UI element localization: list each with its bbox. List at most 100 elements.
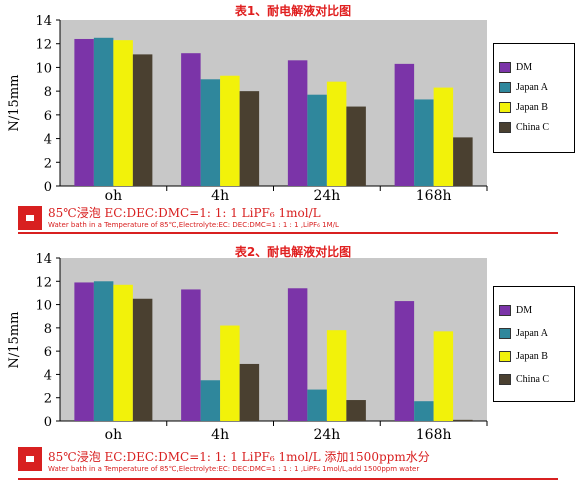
y-tick-label: 8 <box>44 85 52 100</box>
y-tick-label: 14 <box>35 252 52 267</box>
legend-label: DM <box>516 61 533 73</box>
bar-japan-a-4h <box>200 380 221 421</box>
bar-japan-b-24h <box>326 81 347 186</box>
bar-japan-b-oh <box>113 40 133 187</box>
caption-1: 85℃浸泡 EC:DEC:DMC=1: 1: 1 LiPF₆ 1mol/L Wa… <box>12 202 572 238</box>
x-tick-label: 24h <box>313 188 340 202</box>
bar-china-c-168h <box>453 137 473 186</box>
bar-japan-a-4h <box>200 79 221 186</box>
chart-panel-1: 0 2 4 6 8 10 12 14 N/15mm oh 4h 24h 168h 表1、耐电解液对比图 … <box>0 0 586 240</box>
bar-dm-168h <box>394 301 415 421</box>
legend-swatch <box>499 101 511 113</box>
legend-label: China C <box>516 374 550 385</box>
caption-main-1: 85℃浸泡 EC:DEC:DMC=1: 1: 1 LiPF₆ 1mol/L <box>48 206 321 220</box>
bar-dm-24h <box>287 288 308 421</box>
y-tick-label: 6 <box>44 345 52 360</box>
bar-japan-a-168h <box>414 401 434 421</box>
legend-swatch <box>499 328 511 339</box>
legend-2: DM Japan A Japan B China C <box>493 286 575 402</box>
y-tick-label: 0 <box>44 180 52 195</box>
y-tick-label: 12 <box>35 275 52 290</box>
y-tick-label: 4 <box>44 368 52 383</box>
bar-japan-b-168h <box>433 331 454 421</box>
bar-china-c-168h <box>453 419 473 421</box>
x-tick-label: 168h <box>416 188 452 202</box>
y-axis-label: N/15mm <box>7 312 22 369</box>
y-tick-label: 0 <box>44 415 52 430</box>
legend-item: DM <box>499 299 574 322</box>
legend-label: Japan A <box>516 81 548 93</box>
legend-label: Japan A <box>516 328 548 339</box>
legend-swatch <box>499 374 511 385</box>
y-axis-label: N/15mm <box>7 75 22 132</box>
y-tick-label: 14 <box>35 14 52 29</box>
x-tick-label: 4h <box>211 427 229 443</box>
chart-title-2: 表2、耐电解液对比图 <box>234 245 352 259</box>
y-tick-label: 6 <box>44 109 52 124</box>
bar-japan-b-4h <box>220 325 240 421</box>
caption-marker-icon <box>18 447 42 471</box>
bar-china-c-4h <box>239 363 260 421</box>
bar-japan-b-168h <box>433 87 454 186</box>
chart-title-1: 表1、耐电解液对比图 <box>234 4 352 18</box>
legend-item: Japan A <box>499 77 574 97</box>
x-tick-label: oh <box>105 427 122 443</box>
x-tick-label: 24h <box>313 427 340 443</box>
bar-chart-1: 0 2 4 6 8 10 12 14 N/15mm oh 4h 24h 168h <box>7 14 488 202</box>
legend-item: Japan B <box>499 97 574 117</box>
y-tick-label: 10 <box>35 299 52 314</box>
bar-japan-a-oh <box>93 37 114 187</box>
bar-china-c-24h <box>346 106 366 186</box>
legend-label: Japan B <box>516 351 548 362</box>
bar-china-c-24h <box>346 400 366 421</box>
legend-item: Japan A <box>499 322 574 345</box>
legend-swatch <box>499 305 511 316</box>
y-tick-label: 10 <box>35 61 52 76</box>
y-tick-label: 2 <box>44 156 52 171</box>
caption-main-2: 85℃浸泡 EC:DEC:DMC=1: 1: 1 LiPF₆ 1mol/L 添加… <box>48 450 430 464</box>
bar-dm-oh <box>74 38 94 186</box>
bar-dm-24h <box>287 60 308 186</box>
bar-japan-a-168h <box>414 99 434 186</box>
legend-label: DM <box>516 305 533 316</box>
bar-japan-a-24h <box>307 389 327 421</box>
legend-item: Japan B <box>499 345 574 368</box>
bar-china-c-4h <box>239 91 260 186</box>
legend-label: Japan B <box>516 101 548 113</box>
bar-japan-a-oh <box>93 281 114 421</box>
legend-swatch <box>499 121 511 133</box>
legend-swatch <box>499 81 511 93</box>
bar-chart-2: 0 2 4 6 8 10 12 14 N/15mm oh 4h 24h 168h <box>7 252 488 443</box>
legend-1: DM Japan A Japan B China C <box>493 43 575 153</box>
caption-sub-1: Water bath in a Temperature of 85℃,Elect… <box>48 221 339 229</box>
bar-japan-a-24h <box>307 94 327 186</box>
caption-marker-icon <box>18 206 42 230</box>
bar-dm-168h <box>394 63 415 186</box>
x-tick-label: 4h <box>211 188 229 202</box>
legend-swatch <box>499 61 511 73</box>
legend-item: China C <box>499 368 574 391</box>
bar-dm-4h <box>181 289 201 421</box>
bar-japan-b-oh <box>113 284 133 421</box>
y-tick-label: 4 <box>44 133 52 148</box>
chart-panel-2: 0 2 4 6 8 10 12 14 N/15mm oh 4h 24h 168h 表2、耐电解液对比图 … <box>0 240 586 483</box>
bar-china-c-oh <box>132 298 153 421</box>
bar-dm-4h <box>181 53 201 187</box>
x-tick-label: oh <box>105 188 122 202</box>
y-tick-label: 2 <box>44 392 52 407</box>
legend-item: China C <box>499 117 574 137</box>
caption-divider-2 <box>18 478 558 480</box>
caption-sub-2: Water bath in a Temperature of 85℃,Elect… <box>48 465 420 473</box>
bar-japan-b-24h <box>326 330 347 421</box>
bar-japan-b-4h <box>220 75 240 186</box>
y-tick-label: 8 <box>44 322 52 337</box>
legend-item: DM <box>499 57 574 77</box>
bar-dm-oh <box>74 282 94 421</box>
legend-swatch <box>499 351 511 362</box>
legend-label: China C <box>516 121 550 133</box>
caption-2: 85℃浸泡 EC:DEC:DMC=1: 1: 1 LiPF₆ 1mol/L 添加… <box>12 443 572 483</box>
x-tick-label: 168h <box>416 427 452 443</box>
y-tick-label: 12 <box>35 38 52 53</box>
bar-china-c-oh <box>132 54 153 187</box>
caption-divider-1 <box>18 232 558 234</box>
